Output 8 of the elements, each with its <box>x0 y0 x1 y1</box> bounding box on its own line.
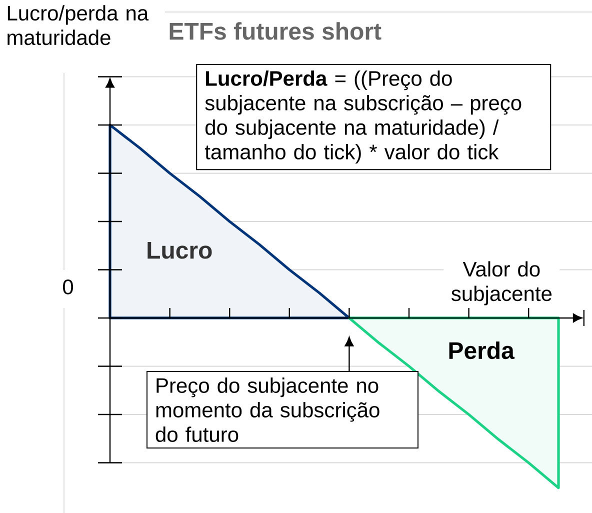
text: 0 <box>62 280 74 294</box>
chart-title: ETFs futures short <box>170 22 382 40</box>
y-axis-title: Lucro/perda na maturidade <box>8 5 149 46</box>
series-label: Perda <box>449 341 515 360</box>
annotation: Lucro/Perda = ((Preço do subjacente na subscrição – preço do subjacente na maturidade) / tamanho do tick) * valor do tick <box>204 70 522 164</box>
series-label: Lucro <box>148 242 212 259</box>
annotation: Preço do subjacente no momento da subscrição do futuro <box>156 378 380 442</box>
x-axis-title: Valor do subjacente <box>451 261 552 306</box>
